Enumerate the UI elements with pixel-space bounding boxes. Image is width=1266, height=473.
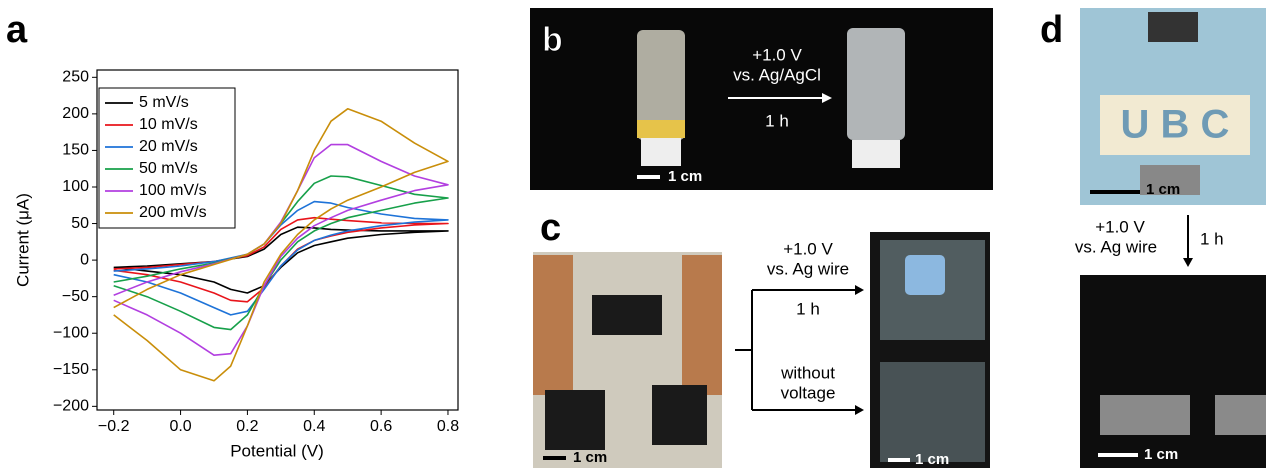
y-tick-label: −200 [53,398,89,415]
scale-bar-label: 1 cm [668,168,702,185]
y-axis-label: Current (μA) [13,193,32,287]
photo-text: U B C [1121,103,1230,147]
scale-bar-label: 1 cm [573,449,607,466]
y-tick-label: 50 [71,215,89,232]
glass-slide [880,362,985,462]
y-tick-label: 0 [80,251,89,268]
legend-label: 100 mV/s [139,182,207,199]
scale-bar-label: 1 cm [1146,181,1180,198]
y-tick-label: 100 [62,178,89,195]
annotation: vs. Ag/AgCl [733,65,821,84]
y-tick-label: 150 [62,142,89,159]
y-tick-label: 250 [62,69,89,86]
clip [545,390,605,450]
clip [592,295,662,335]
panel-label: b [542,21,563,59]
clip [1215,395,1266,435]
vial-liquid [637,120,685,138]
scale-bar-label: 1 cm [915,451,949,468]
vial-cap [641,138,681,166]
clip [652,385,707,445]
clip [1148,12,1198,42]
x-tick-label: 0.8 [437,418,459,435]
copper-tape [533,255,573,395]
x-tick-label: 0.6 [370,418,392,435]
legend-label: 5 mV/s [139,94,189,111]
x-tick-label: −0.2 [98,418,130,435]
annotation: +1.0 V [752,45,802,64]
clip [1100,395,1190,435]
y-tick-label: −100 [53,324,89,341]
annotation: 1 h [765,111,789,130]
annotation: vs. Ag wire [767,259,849,278]
legend-label: 10 mV/s [139,116,198,133]
arrow-head [1183,258,1193,267]
y-tick-label: −50 [62,288,89,305]
vial-cap [852,140,900,168]
x-tick-label: 0.2 [236,418,258,435]
panel-label: a [6,9,28,51]
x-tick-label: 0.0 [169,418,191,435]
arrow-head [855,285,864,295]
photo [1080,275,1266,468]
y-tick-label: −150 [53,361,89,378]
figure: a Potential (V) Current (μA) b +1.0 V vs… [0,0,1266,468]
panel-label: c [540,207,561,249]
y-tick-label: 200 [62,105,89,122]
legend-label: 50 mV/s [139,160,198,177]
arrow-head [855,405,864,415]
annotation: +1.0 V [1095,217,1145,236]
x-tick-label: 0.4 [303,418,325,435]
x-axis-label: Potential (V) [230,441,324,460]
annotation: 1 h [1200,229,1224,248]
annotation: vs. Ag wire [1075,237,1157,256]
annotation: +1.0 V [783,239,833,258]
gel [905,255,945,295]
annotation: 1 h [796,299,820,318]
scale-bar-label: 1 cm [1144,446,1178,463]
annotation: voltage [781,383,836,402]
legend-label: 200 mV/s [139,204,207,221]
annotation: without [780,363,835,382]
legend-label: 20 mV/s [139,138,198,155]
vial [847,28,905,140]
panel-label: d [1040,9,1063,51]
copper-tape [682,255,722,395]
